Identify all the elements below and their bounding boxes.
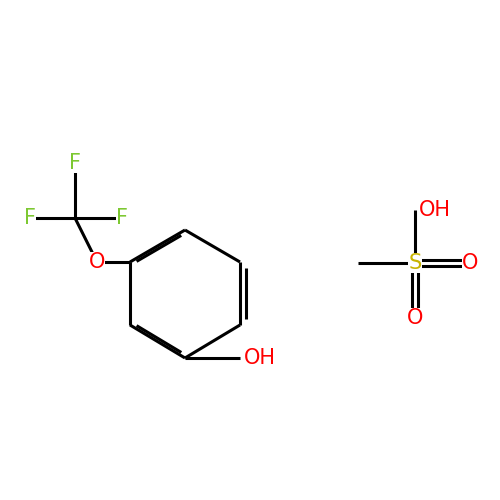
Text: S: S — [408, 253, 422, 273]
Text: O: O — [462, 253, 478, 273]
Text: F: F — [24, 208, 36, 228]
Text: F: F — [116, 208, 128, 228]
Text: O: O — [89, 252, 105, 272]
Text: OH: OH — [419, 200, 451, 220]
Text: F: F — [69, 153, 81, 173]
Text: O: O — [407, 308, 423, 328]
Text: OH: OH — [244, 348, 276, 368]
